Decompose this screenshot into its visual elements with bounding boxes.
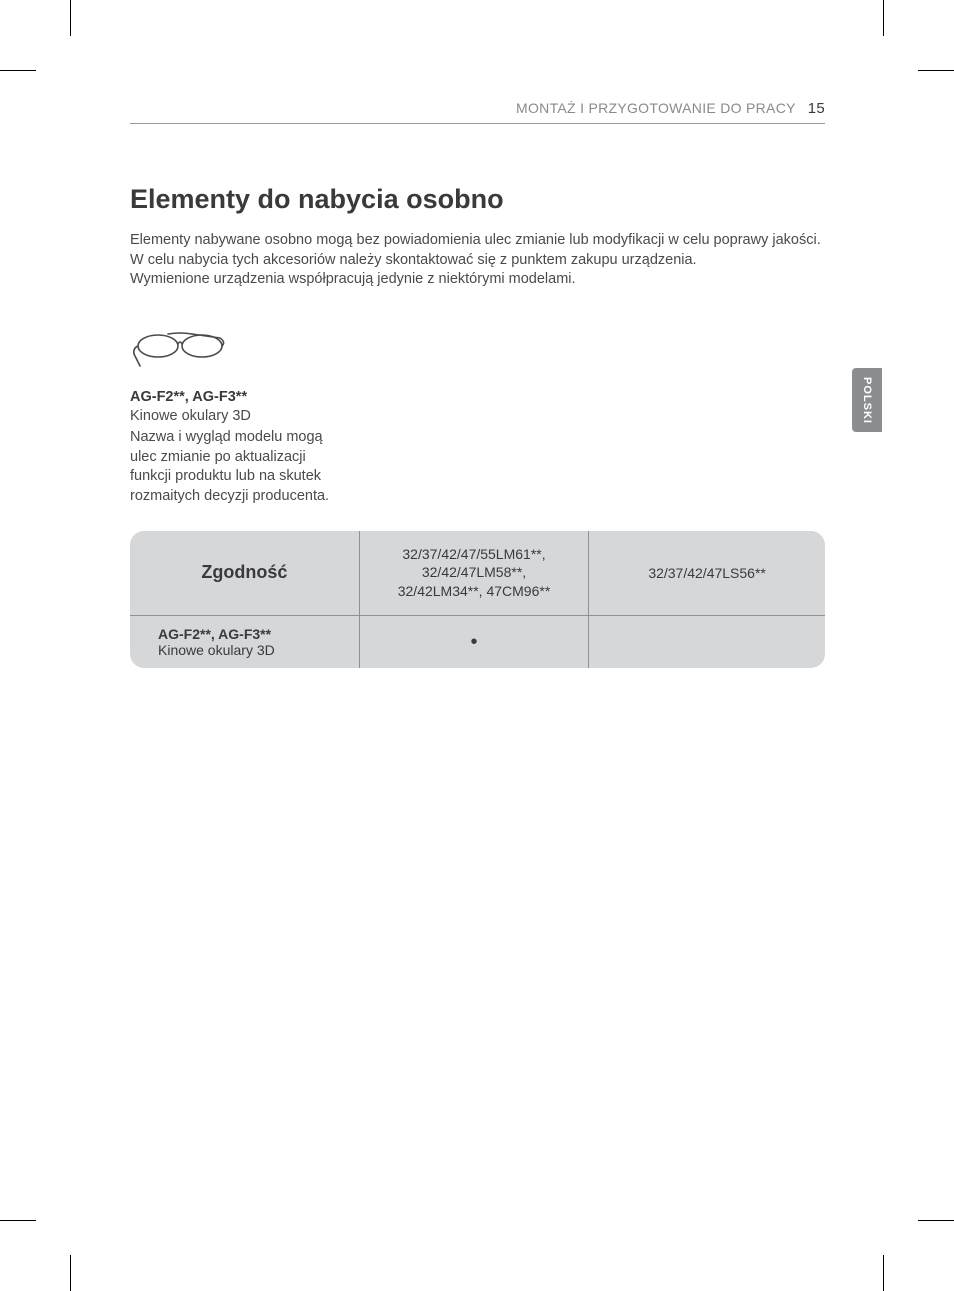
language-tab: POLSKI — [852, 368, 882, 432]
page-title: Elementy do nabycia osobno — [130, 184, 825, 215]
intro-line: W celu nabycia tych akcesoriów należy sk… — [130, 251, 825, 271]
table-row-desc: Kinowe okulary 3D — [158, 642, 275, 658]
table-cell: • — [359, 616, 588, 669]
crop-mark — [918, 1220, 954, 1221]
crop-mark — [883, 1255, 884, 1291]
intro-line: Wymienione urządzenia współpracują jedyn… — [130, 270, 825, 290]
glasses-icon — [130, 326, 230, 370]
page-number: 15 — [808, 100, 825, 117]
crop-mark — [70, 0, 71, 36]
table-header-col2: 32/37/42/47LS56** — [589, 531, 825, 616]
table-row-model: AG-F2**, AG-F3** — [158, 626, 271, 642]
accessory-model: AG-F2**, AG-F3** — [130, 389, 825, 405]
compatibility-table: Zgodność 32/37/42/47/55LM61**, 32/42/47L… — [130, 531, 825, 669]
accessory-name: Kinowe okulary 3D — [130, 407, 330, 427]
section-title: MONTAŻ I PRZYGOTOWANIE DO PRACY — [516, 100, 795, 116]
crop-mark — [70, 1255, 71, 1291]
crop-mark — [0, 1220, 36, 1221]
table-header-label: Zgodność — [130, 531, 359, 616]
intro-text: Elementy nabywane osobno mogą bez powiad… — [130, 231, 825, 290]
accessory-item: AG-F2**, AG-F3** Kinowe okulary 3D Nazwa… — [130, 326, 825, 507]
table-cell — [589, 616, 825, 669]
crop-mark — [883, 0, 884, 36]
table-row-label: AG-F2**, AG-F3** Kinowe okulary 3D — [130, 616, 359, 669]
page-content: MONTAŻ I PRZYGOTOWANIE DO PRACY 15 Eleme… — [130, 100, 825, 668]
crop-mark — [918, 70, 954, 71]
intro-line: Elementy nabywane osobno mogą bez powiad… — [130, 231, 825, 251]
table-header-col1: 32/37/42/47/55LM61**, 32/42/47LM58**, 32… — [359, 531, 588, 616]
accessory-note: Nazwa i wygląd modelu mogą ulec zmianie … — [130, 428, 330, 506]
page-header: MONTAŻ I PRZYGOTOWANIE DO PRACY 15 — [130, 100, 825, 124]
crop-mark — [0, 70, 36, 71]
